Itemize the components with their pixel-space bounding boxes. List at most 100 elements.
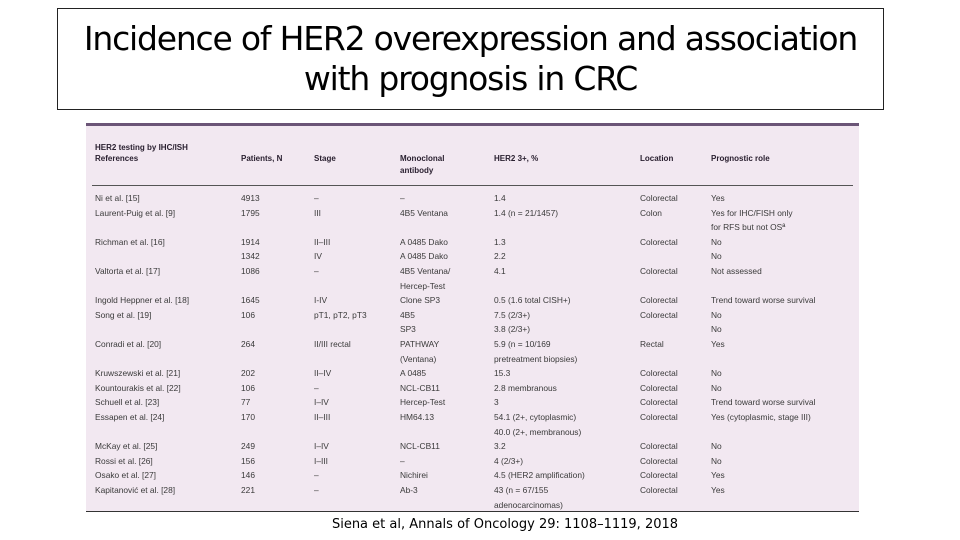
cell-location: Colorectal [640,412,678,422]
cell-prognostic: No [711,441,722,452]
cell-antibody: – [400,455,405,466]
cell-location: Colorectal [640,382,678,393]
cell-antibody: NCL-CB11 [400,441,440,452]
cell-references: Richman et al. [16] [95,236,165,247]
cell-location: Colorectal [640,295,678,306]
cell-stage: II/III rectal [314,339,351,349]
cell-her2: 54.1 (2+, cytoplasmic) [494,412,577,422]
cell-references: Rossi et al. [26] [95,455,153,466]
cell-patients: 1914 [241,236,260,247]
cell-prognostic: Yes for IHC/FISH only [711,207,793,218]
cell-prognostic: Yes (cytoplasmic, stage III) [711,412,811,422]
cell-her2: 4.1 [494,266,506,276]
cell-her2: 40.0 (2+, membranous) [494,426,582,437]
cell-her2: 2.2 [494,251,506,262]
cell-antibody: 4B5 Ventana [400,207,448,218]
cell-prognostic: No [711,368,722,379]
cell-stage: – [314,266,319,276]
cell-stage: – [314,485,319,495]
cell-prognostic: for RFS but not OSª [711,222,786,233]
header-divider [92,185,853,186]
cell-prognostic: Yes [711,339,725,349]
cell-references: Kountourakis et al. [22] [95,382,181,393]
cell-her2: 5.9 (n = 10/169 [494,339,551,349]
col-header-patients: Patients, N [241,154,283,163]
cell-her2: 15.3 [494,368,511,379]
cell-location: Colorectal [640,470,678,481]
cell-patients: 106 [241,382,255,393]
cell-patients: 170 [241,412,255,422]
col-header-her2: HER2 3+, % [494,154,539,163]
cell-prognostic: Trend toward worse survival [711,397,816,408]
cell-prognostic: No [711,382,722,393]
cell-references: McKay et al. [25] [95,441,158,452]
slide-title-line-2: with prognosis in CRC [303,59,639,98]
cell-her2: adenocarcinomas) [494,499,563,510]
col-header-location: Location [640,154,674,163]
cell-location: Colorectal [640,309,678,320]
cell-patients: 249 [241,441,255,452]
slide-title-box: Incidence of HER2 overexpression and ass… [57,8,884,110]
cell-references: Ni et al. [15] [95,193,140,203]
cell-patients: 156 [241,455,255,466]
cell-references: Kapitanović et al. [28] [95,485,176,495]
cell-antibody: – [400,193,405,203]
cell-her2: 3 [494,397,499,408]
cell-her2: 1.4 [494,193,506,203]
cell-her2: 7.5 (2/3+) [494,309,531,320]
cell-references: Conradi et al. [20] [95,339,162,349]
cell-stage: I-IV [314,295,328,306]
cell-patients: 146 [241,470,255,481]
cell-prognostic: No [711,309,722,320]
cell-her2: 3.2 [494,441,506,452]
cell-references: Osako et al. [27] [95,470,156,481]
cell-prognostic: No [711,324,722,335]
cell-antibody: Nichirei [400,470,428,481]
cell-antibody: NCL-CB11 [400,382,440,393]
cell-location: Colorectal [640,397,678,408]
cell-patients: 264 [241,339,255,349]
cell-her2: 2.8 membranous [494,382,557,393]
col-header-stage: Stage [314,154,336,163]
cell-stage: I–IV [314,441,329,452]
cell-stage: II–III [314,236,331,247]
cell-antibody: 4B5 [400,309,415,320]
col-header-antibody: Monoclonal antibody [400,154,445,175]
cell-patients: 1342 [241,251,260,262]
cell-her2: 3.8 (2/3+) [494,324,531,335]
her2-table: HER2 testing by IHC/ISH References Patien… [86,123,859,512]
cell-her2: 1.3 [494,236,506,247]
cell-her2: 1.4 (n = 21/1457) [494,207,559,218]
cell-antibody: Ab-3 [400,485,418,495]
cell-references: Song et al. [19] [95,309,152,320]
cell-location: Colorectal [640,368,678,379]
cell-references: Valtorta et al. [17] [95,266,161,276]
cell-stage: III [314,207,321,218]
cell-location: Rectal [640,339,664,349]
cell-location: Colorectal [640,441,678,452]
cell-location: Colon [640,207,662,218]
cell-patients: 77 [241,397,251,408]
cell-stage: pT1, pT2, pT3 [314,309,367,320]
cell-prognostic: Trend toward worse survival [711,295,816,306]
cell-her2: 43 (n = 67/155 [494,485,549,495]
cell-prognostic: Yes [711,485,725,495]
cell-prognostic: No [711,236,722,247]
cell-references: Ingold Heppner et al. [18] [95,295,190,306]
cell-antibody: 4B5 Ventana/ [400,266,451,276]
cell-stage: II–III [314,412,331,422]
cell-stage: I–III [314,455,328,466]
cell-patients: 1086 [241,266,260,276]
cell-her2: 4.5 (HER2 amplification) [494,470,585,481]
cell-patients: 221 [241,485,255,495]
cell-location: Colorectal [640,193,678,203]
table-section-heading: HER2 testing by IHC/ISH [95,143,188,152]
cell-prognostic: Yes [711,193,725,203]
cell-stage: – [314,470,319,481]
cell-patients: 1645 [241,295,260,306]
cell-antibody: Hercep-Test [400,280,446,291]
cell-antibody: PATHWAY [400,339,440,349]
cell-patients: 4913 [241,193,260,203]
cell-her2: 4 (2/3+) [494,455,524,466]
cell-location: Colorectal [640,266,678,276]
